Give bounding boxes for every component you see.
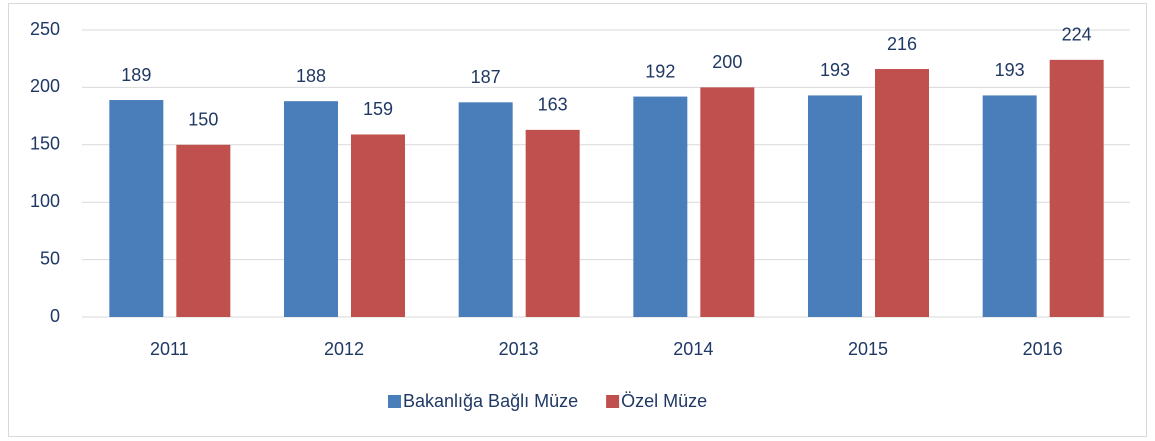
bar <box>700 87 755 318</box>
legend-swatch <box>606 395 620 408</box>
data-label: 193 <box>995 60 1025 80</box>
data-label: 187 <box>471 67 501 87</box>
x-tick-label: 2015 <box>848 339 888 359</box>
y-tick-label: 0 <box>50 306 60 326</box>
bar <box>525 129 580 317</box>
bar <box>1049 59 1104 318</box>
data-label: 159 <box>363 99 393 119</box>
x-tick-label: 2013 <box>499 339 539 359</box>
x-tick-label: 2014 <box>673 339 713 359</box>
y-tick-label: 150 <box>30 134 60 154</box>
bar <box>109 100 164 317</box>
data-label: 224 <box>1062 25 1092 45</box>
data-label: 193 <box>820 60 850 80</box>
data-label: 150 <box>188 110 218 130</box>
data-label: 192 <box>645 61 675 81</box>
data-label: 188 <box>296 66 326 86</box>
y-tick-label: 200 <box>30 76 60 96</box>
bar <box>875 69 929 317</box>
bar <box>982 95 1037 317</box>
y-tick-label: 250 <box>30 19 60 39</box>
bar <box>351 134 405 317</box>
y-tick-label: 50 <box>40 248 60 268</box>
x-tick-label: 2012 <box>324 339 364 359</box>
legend-label: Özel Müze <box>621 391 707 411</box>
data-label: 163 <box>538 95 568 115</box>
y-tick-label: 100 <box>30 191 60 211</box>
data-label: 200 <box>712 52 742 72</box>
x-tick-label: 2011 <box>150 339 189 359</box>
data-label: 189 <box>121 65 151 85</box>
data-label: 216 <box>887 34 917 54</box>
bar <box>458 102 513 317</box>
legend-label: Bakanlığa Bağlı Müze <box>403 391 578 411</box>
legend-swatch <box>388 395 401 408</box>
bar <box>633 96 688 317</box>
x-tick-label: 2016 <box>1023 339 1063 359</box>
bar <box>176 144 231 317</box>
bar <box>284 101 338 318</box>
bar <box>808 95 862 317</box>
